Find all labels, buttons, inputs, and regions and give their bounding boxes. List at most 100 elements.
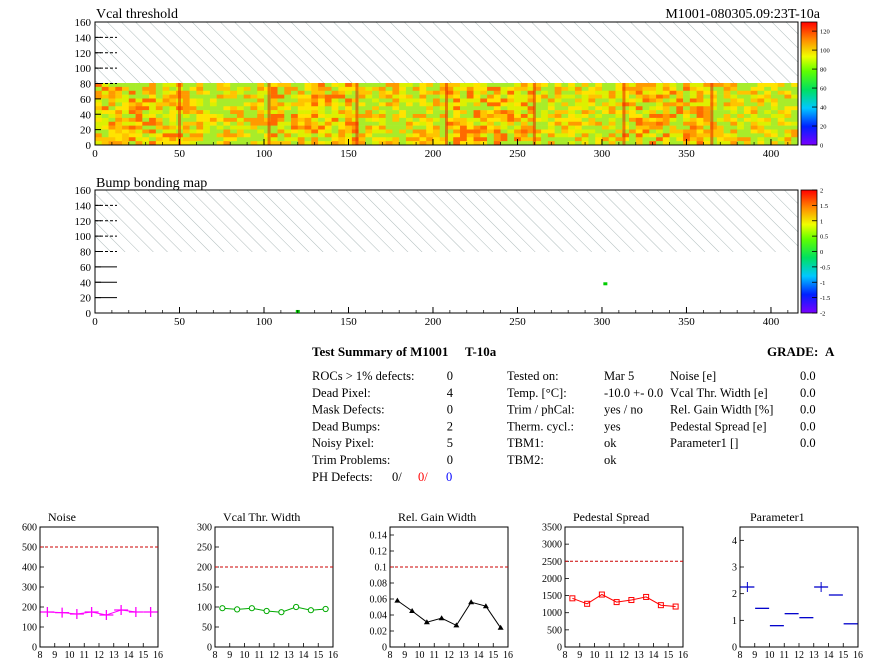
heatmap-cell (385, 141, 393, 146)
heatmap-cell (466, 114, 474, 119)
heatmap-cell (243, 83, 251, 88)
heatmap-cell (392, 125, 400, 130)
heatmap-cell (608, 141, 616, 146)
chart-y-tick-label: 0 (382, 643, 387, 654)
heatmap-cell (385, 133, 393, 138)
heatmap-cell (182, 94, 190, 99)
heatmap-cell (696, 94, 704, 99)
heatmap-cell (716, 94, 724, 99)
heatmap-cell (629, 83, 637, 88)
heatmap-cell (216, 141, 224, 146)
heatmap-cell (108, 110, 116, 115)
heatmap-cell (297, 121, 305, 126)
heatmap-cell (541, 114, 549, 119)
heatmap-cell (770, 90, 779, 95)
heatmap-cell (696, 90, 704, 95)
heatmap-cell (710, 86, 718, 92)
heatmap-cell (277, 110, 285, 115)
chart-point (643, 593, 650, 600)
heatmap-cell (460, 90, 468, 95)
heatmap-cell (284, 114, 292, 119)
heatmap-cell (527, 121, 535, 126)
heatmap-cell (250, 90, 258, 95)
heatmap-cell (554, 125, 562, 130)
heatmap-cell (568, 141, 576, 146)
heatmap-cell (412, 117, 420, 123)
heatmap-cell (547, 114, 555, 119)
heatmap-cell (595, 114, 603, 119)
heatmap-cell (764, 133, 772, 138)
heatmap-cell (142, 110, 150, 115)
heatmap-cell (372, 117, 380, 123)
heatmap-cell (365, 98, 373, 103)
heatmap-cell (351, 106, 359, 111)
middle-value: ok (604, 453, 617, 467)
heatmap-cell (318, 125, 326, 130)
heatmap-cell (101, 129, 109, 134)
heatmap-cell (716, 110, 724, 115)
heatmap-cell (182, 106, 190, 111)
heatmap-cell (473, 98, 481, 103)
chart-x-tick-label: 14 (299, 650, 309, 661)
heatmap-cell (649, 106, 657, 111)
heatmap-cell (311, 94, 319, 99)
heatmap-cell (432, 125, 441, 130)
heatmap-cell (743, 110, 751, 115)
heatmap-cell (149, 133, 157, 138)
heatmap-cell (243, 86, 251, 92)
heatmap-cell (284, 83, 292, 88)
chart-x-tick-label: 13 (109, 650, 119, 661)
heatmap-cell (122, 98, 130, 103)
heatmap-cell (723, 137, 731, 142)
middle-value: yes / no (604, 403, 643, 417)
heatmap-cell (135, 106, 143, 111)
heatmap-cell (622, 125, 630, 130)
heatmap-cell (243, 110, 251, 115)
heatmap-cell (243, 114, 251, 119)
right-value: 0.0 (800, 386, 816, 400)
map-x-tick-label: 200 (425, 148, 442, 160)
heatmap-cell (182, 129, 190, 134)
heatmap-cell (108, 125, 116, 130)
heatmap-cell (419, 102, 427, 107)
heatmap-cell (405, 114, 413, 119)
heatmap-cell (737, 98, 745, 103)
heatmap-cell (635, 90, 643, 95)
heatmap-cell (730, 94, 738, 99)
heatmap-cell (723, 98, 731, 103)
ph-defects-value-1: 0/ (392, 470, 402, 484)
heatmap-cell (324, 86, 332, 92)
heatmap-cell (480, 110, 488, 115)
colorbar-tick-label: 0.5 (820, 234, 828, 241)
map-y-tick-label: 60 (80, 262, 92, 274)
heatmap-cell (622, 110, 630, 115)
chart-y-tick-label: 200 (22, 603, 37, 614)
left-label: Noisy Pixel: (312, 436, 374, 450)
heatmap-cell (338, 129, 346, 134)
heatmap-cell (629, 86, 637, 92)
heatmap-cell (615, 133, 623, 138)
heatmap-cell (743, 133, 751, 138)
heatmap-cell (358, 110, 366, 115)
heatmap-cell (493, 86, 501, 92)
heatmap-cell (581, 125, 589, 130)
heatmap-cell (223, 141, 231, 146)
heatmap-cell (162, 125, 170, 130)
heatmap-cell (270, 94, 278, 99)
middle-value: Mar 5 (604, 369, 634, 383)
heatmap-cell (128, 94, 136, 99)
heatmap-cell (527, 83, 535, 88)
heatmap-cell (365, 137, 373, 142)
heatmap-cell (142, 98, 150, 103)
heatmap-cell (527, 86, 535, 92)
heatmap-cell (777, 86, 785, 92)
heatmap-cell (473, 102, 481, 107)
heatmap-cell (723, 141, 731, 146)
heatmap-cell (568, 133, 576, 138)
heatmap-cell (541, 86, 549, 92)
heatmap-cell (365, 117, 373, 123)
heatmap-cell (345, 94, 353, 99)
heatmap-cell (378, 106, 386, 111)
heatmap-cell (730, 83, 738, 88)
